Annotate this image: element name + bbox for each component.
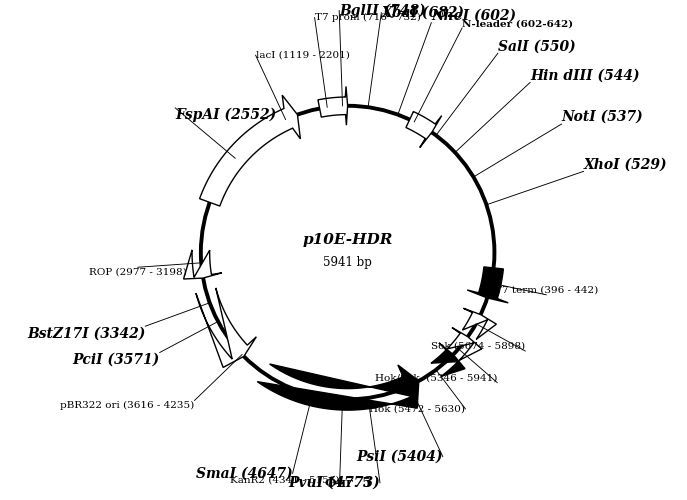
Text: 5941 bp: 5941 bp	[323, 256, 372, 269]
Polygon shape	[406, 112, 442, 148]
Polygon shape	[196, 288, 256, 368]
Text: NheI (602): NheI (602)	[431, 8, 517, 22]
Polygon shape	[183, 250, 222, 279]
Text: ROP (2977 - 3198): ROP (2977 - 3198)	[89, 268, 187, 276]
Polygon shape	[462, 308, 497, 340]
Text: PsiI (5404): PsiI (5404)	[357, 450, 442, 464]
Text: XbaI (682): XbaI (682)	[381, 6, 464, 20]
Text: XhoI (529): XhoI (529)	[583, 158, 667, 172]
Text: BstZ17I (3342): BstZ17I (3342)	[27, 326, 146, 340]
Polygon shape	[447, 328, 482, 360]
Text: Sok (5674 - 5898): Sok (5674 - 5898)	[431, 342, 526, 351]
Text: Фиг. 5: Фиг. 5	[325, 477, 371, 490]
Polygon shape	[200, 95, 300, 206]
Text: BglII (748): BglII (748)	[339, 4, 426, 18]
Text: N-leader (602-642): N-leader (602-642)	[462, 19, 573, 28]
Text: Hok/Sok  (5346 - 5941): Hok/Sok (5346 - 5941)	[375, 374, 497, 382]
Text: p10E-HDR: p10E-HDR	[302, 234, 393, 247]
Text: pBR322 ori (3616 - 4235): pBR322 ori (3616 - 4235)	[60, 400, 194, 409]
Polygon shape	[467, 267, 508, 303]
Text: lacI (1119 - 2201): lacI (1119 - 2201)	[256, 50, 350, 59]
Text: SmaI (4647): SmaI (4647)	[196, 466, 293, 480]
Text: KanR2 (4341 - 5156): KanR2 (4341 - 5156)	[230, 476, 339, 484]
Text: NotI (537): NotI (537)	[561, 110, 643, 124]
Text: T7 term (396 - 442): T7 term (396 - 442)	[495, 286, 598, 295]
Text: FspAI (2552): FspAI (2552)	[175, 108, 276, 122]
Text: PciI (3571): PciI (3571)	[72, 352, 159, 366]
Text: Hin dIII (544): Hin dIII (544)	[530, 68, 640, 82]
Text: Hok (5472 - 5630): Hok (5472 - 5630)	[370, 404, 465, 413]
Text: SalI (550): SalI (550)	[498, 40, 576, 54]
Text: PvuI (4773): PvuI (4773)	[289, 476, 380, 490]
Polygon shape	[257, 364, 419, 410]
Text: T7 prom (716 - 732): T7 prom (716 - 732)	[315, 13, 420, 22]
Polygon shape	[318, 86, 348, 125]
Polygon shape	[431, 343, 465, 376]
